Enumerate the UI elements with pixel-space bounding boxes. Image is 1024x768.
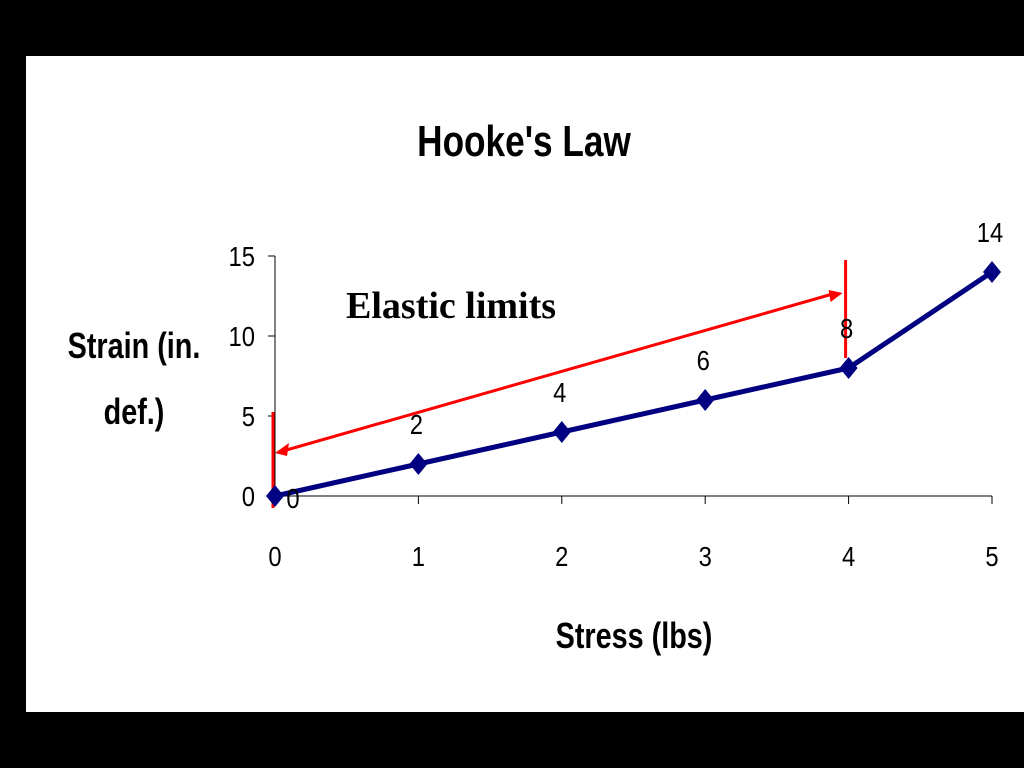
x-tick-label: 1 [412, 540, 425, 572]
data-point-marker [839, 357, 858, 379]
data-label: 14 [977, 216, 1003, 248]
arrow-head-left [275, 443, 289, 456]
data-label: 6 [697, 344, 710, 376]
series-layer: 0 2 4 6 8 14 [266, 216, 1003, 514]
x-tick-label: 5 [985, 540, 998, 572]
x-tick-label: 0 [268, 540, 281, 572]
data-point-marker [266, 485, 284, 507]
x-axis-title: Stress (lbs) [556, 615, 713, 656]
data-point-marker [552, 421, 571, 443]
x-tick-label: 3 [699, 540, 712, 572]
y-axis-title-line-1: Strain (in. [68, 325, 201, 366]
chart-slide: Hooke's Law Elastic limits Strain (in. d… [26, 56, 1024, 712]
y-tick-label: 0 [242, 480, 255, 512]
y-axis-title-line-2: def.) [104, 391, 165, 432]
data-label: 8 [840, 312, 853, 344]
data-point-marker [696, 389, 715, 411]
data-point-marker [409, 453, 428, 475]
y-tick-label: 5 [242, 400, 255, 432]
axes: 0 5 10 15 0 1 2 3 4 5 [229, 240, 999, 572]
hookes-law-chart: Hooke's Law Elastic limits Strain (in. d… [68, 117, 1004, 656]
data-label: 0 [286, 482, 299, 514]
chart-title: Hooke's Law [417, 117, 632, 166]
elastic-limit-arrow-shaft [282, 292, 834, 453]
y-tick-label: 15 [229, 240, 255, 272]
data-label: 4 [553, 376, 566, 408]
x-tick-label: 4 [842, 540, 855, 572]
y-tick-label: 10 [229, 320, 255, 352]
series-line [274, 269, 994, 499]
arrow-head-right [828, 290, 843, 302]
x-tick-label: 2 [555, 540, 568, 572]
elastic-limits-label: Elastic limits [346, 285, 556, 327]
data-point-marker [983, 261, 1001, 283]
data-label: 2 [410, 408, 423, 440]
